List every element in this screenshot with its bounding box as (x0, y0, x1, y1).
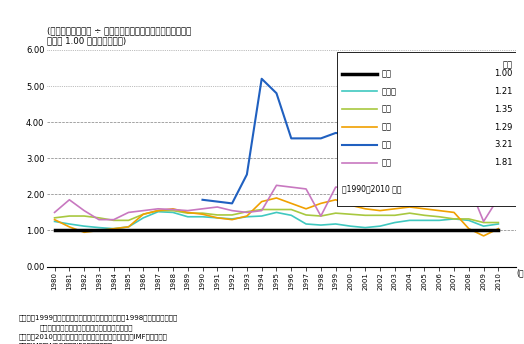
Text: 備考１：1999年のユーロ導入時のレートに合わせ、1998年以前のドイツマ: 備考１：1999年のユーロ導入時のレートに合わせ、1998年以前のドイツマ (18, 315, 178, 321)
Text: (対ドル為替レート ÷ 購買力平価建て対ドル変換レートを、
日本が 1.00 になるよう変換): (対ドル為替レート ÷ 購買力平価建て対ドル変換レートを、 日本が 1.00 に… (47, 26, 191, 45)
Text: 1.21: 1.21 (495, 87, 513, 96)
Text: 韓国: 韓国 (381, 158, 391, 167)
Text: 1.00: 1.00 (495, 69, 513, 78)
Text: 1.29: 1.29 (495, 122, 513, 131)
Text: 平均: 平均 (503, 61, 513, 70)
Text: 3.21: 3.21 (494, 140, 513, 149)
Text: (年): (年) (516, 269, 524, 278)
Text: 1.81: 1.81 (494, 158, 513, 167)
Text: 1.35: 1.35 (494, 105, 513, 114)
Text: ルク建て為替レートを、ユーロ建てに変換した。: ルク建て為替レートを、ユーロ建てに変換した。 (39, 324, 133, 331)
Text: 日本: 日本 (381, 69, 391, 78)
Text: 米国: 米国 (381, 105, 391, 114)
Text: 備考２：2010年の購買力平価建て対ドル変換レートは、IMFの推計値。: 備考２：2010年の購買力平価建て対ドル変換レートは、IMFの推計値。 (18, 334, 167, 340)
Text: 英国: 英国 (381, 122, 391, 131)
Text: 中国: 中国 (381, 140, 391, 149)
FancyBboxPatch shape (337, 52, 518, 206)
Text: （1990〜2010 年）: （1990〜2010 年） (342, 185, 401, 194)
Text: 資料：IMF「WEO」、「IFS」から作成。: 資料：IMF「WEO」、「IFS」から作成。 (18, 342, 113, 344)
Text: ドイツ: ドイツ (381, 87, 397, 96)
